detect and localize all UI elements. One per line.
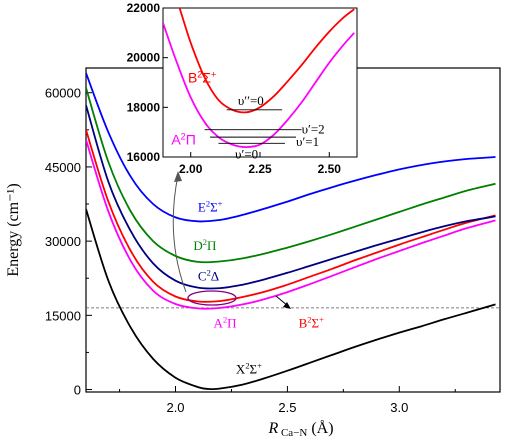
x-tick-label: 2.0: [166, 400, 184, 415]
x-axis-label: R Ca−N (Å): [267, 419, 333, 439]
y-tick-label: 0: [74, 383, 81, 398]
series-label-2: B2Σ+: [299, 315, 324, 331]
inset-series-label-0: B2Σ+: [188, 70, 216, 86]
y-axis-label: Energy (cm⁻¹): [5, 183, 22, 276]
series-line-4: [86, 87, 496, 264]
series-label-4: D2Π: [193, 237, 216, 253]
inset-curves: [163, 8, 355, 149]
series-line-5: [86, 72, 496, 223]
inset-series-label-1: A2Π: [171, 132, 196, 148]
series-label-5: E2Σ+: [198, 198, 223, 214]
y-tick-label: 15000: [45, 308, 81, 323]
b-state-arrow-head: [283, 302, 291, 309]
inset-x-tick-label: 2.00: [179, 162, 203, 176]
vib-level-label-2: υ′=1: [296, 134, 319, 149]
vib-level-label-3: υ′=0: [235, 147, 258, 162]
vib-level-label-0: υ′′=0: [238, 93, 264, 108]
series-line-3: [86, 104, 496, 290]
series-line-0: [86, 208, 496, 391]
series-label-3: C2Δ: [198, 268, 219, 284]
inset-y-tick-label: 16000: [127, 150, 161, 164]
minima-highlight-ellipse: [187, 290, 237, 306]
y-tick-label: 60000: [45, 86, 81, 101]
y-tick-label: 45000: [45, 160, 81, 175]
annotations: [172, 171, 291, 309]
inset-y-tick-label: 18000: [127, 100, 161, 114]
series-label-1: A2Π: [214, 315, 237, 331]
inset-frame: [162, 7, 358, 158]
curves: [86, 72, 496, 391]
series-line-2: [86, 129, 496, 303]
x-tick-label: 2.5: [278, 400, 296, 415]
inset-plot: 16000 18000 20000 22000 2.00 2.25 2.50 B2Σ+ A2Π υ…: [127, 1, 358, 176]
inset-series-line-0: [178, 8, 355, 114]
inset-x-tick-label: 2.50: [318, 162, 342, 176]
x-tick-label: 3.0: [390, 400, 408, 415]
vib-level-label-1: υ′=2: [302, 122, 325, 137]
inset-y-tick-label: 20000: [127, 51, 161, 65]
main-plot: 0 15000 30000 45000 60000 2.0 2.5 3.0 R Ca−N (Å)…: [5, 67, 501, 439]
series-label-0: X2Σ+: [236, 361, 262, 377]
zoom-arrow: [172, 174, 187, 293]
series-line-1: [86, 139, 496, 310]
inset-series-line-1: [163, 22, 355, 149]
inset-y-tick-label: 22000: [127, 1, 161, 15]
inset-x-tick-label: 2.25: [248, 162, 272, 176]
y-tick-label: 30000: [45, 234, 81, 249]
zoom-arrow-head: [174, 171, 182, 182]
